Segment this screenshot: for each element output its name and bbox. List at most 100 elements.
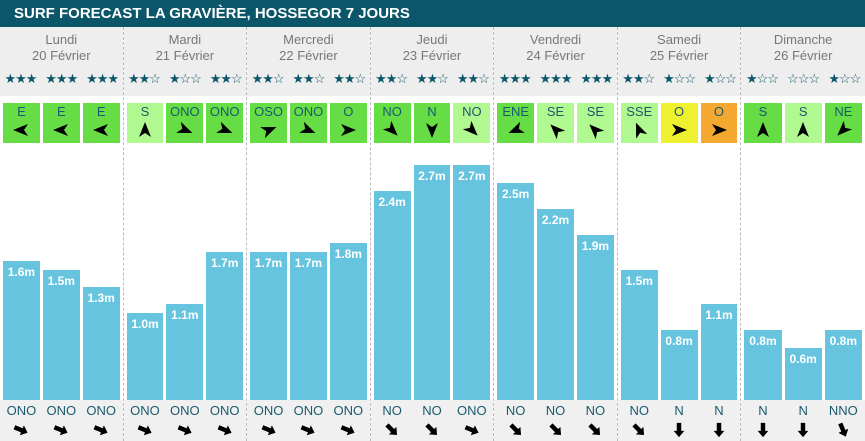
star-rating: ★☆☆ [828, 71, 861, 86]
day-header: Dimanche 26 Février ★☆☆ ☆☆☆ ★☆☆ [741, 27, 865, 96]
wave-height-label: 1.5m [625, 273, 653, 288]
wind-row: ENE SE SE [494, 96, 617, 150]
day-date: 25 Février [649, 48, 709, 63]
wind-arrow-icon [13, 124, 29, 136]
swell-arrow-icon [217, 425, 232, 436]
swell-arrow-icon [588, 423, 601, 436]
swell-cell: NO [577, 400, 614, 441]
star-rating: ★★☆ [415, 71, 449, 86]
wind-arrow-icon [383, 121, 398, 136]
wave-height-label: 2.2m [541, 212, 570, 227]
wind-arrow-icon [797, 122, 810, 137]
wind-cell: SSE [620, 103, 658, 143]
swell-arrow-icon [425, 423, 437, 436]
wind-arrow-icon [711, 124, 727, 136]
swell-cell: ONO [206, 400, 243, 441]
wind-arrow-icon [756, 122, 769, 137]
day-column-dimanche: Dimanche 26 Février ★☆☆ ☆☆☆ ★☆☆ S S NE 0.8m… [741, 27, 865, 441]
swell-arrow-icon [713, 422, 725, 438]
swell-cell: ONO [290, 400, 327, 441]
swell-direction: ONO [333, 403, 364, 418]
wave-height-label: 1.8m [334, 247, 362, 262]
swell-cell: ONO [83, 400, 120, 441]
swell-arrow-icon [464, 425, 479, 436]
wind-cell: ENE [497, 103, 535, 143]
page-title: SURF FORECAST LA GRAVIÈRE, HOSSEGOR 7 JO… [0, 0, 865, 27]
wind-arrow-icon [259, 126, 276, 139]
wave-height-bar: 0.8m [744, 330, 782, 400]
swell-cell: ONO [43, 400, 80, 441]
swell-direction: ONO [253, 403, 284, 418]
swell-row: N N NNO [741, 400, 865, 441]
wind-row: S ONO ONO [123, 96, 247, 150]
swell-arrow-icon [673, 422, 685, 438]
wind-cell: E [42, 103, 80, 143]
wind-cell: SE [576, 103, 614, 143]
swell-cell: NO [621, 400, 658, 441]
wind-arrow-icon [508, 121, 525, 134]
swell-arrow-icon [340, 425, 355, 436]
wave-chart: 1.6m 1.5m 1.3m [0, 150, 123, 400]
wind-cell: E [82, 103, 120, 143]
wave-height-bar: 1.3m [82, 286, 120, 400]
swell-direction: ONO [130, 403, 160, 418]
swell-arrow-icon [548, 423, 561, 436]
wave-height-bar: 1.7m [289, 252, 327, 400]
wave-height-bar: 1.1m [700, 304, 738, 400]
wind-arrow-icon [341, 124, 357, 136]
wave-height-label: 2.7m [458, 169, 486, 184]
wave-height-bar: 2.2m [537, 208, 574, 400]
swell-direction: ONO [209, 403, 240, 418]
day-date: 26 Février [773, 48, 833, 63]
day-name: Dimanche [773, 32, 833, 47]
day-name: Mardi [168, 32, 202, 47]
swell-arrow-icon [177, 425, 192, 436]
wind-row: NO N NO [370, 96, 494, 150]
wave-height-bar: 1.8m [329, 243, 367, 400]
wave-height-label: 2.4m [378, 195, 406, 210]
wind-cell: NO [373, 103, 411, 143]
rating-row: ★★☆ ★☆☆ ★☆☆ [618, 72, 741, 86]
swell-arrow-icon [509, 423, 521, 436]
wind-direction: OSO [254, 104, 283, 119]
wave-height-label: 1.3m [87, 290, 115, 305]
day-header: Lundi 20 Février ★★★ ★★★ ★★★ [0, 27, 123, 96]
swell-arrow-icon [838, 422, 849, 437]
wind-cell: O [329, 103, 367, 143]
wind-direction: O [713, 104, 725, 119]
swell-arrow-icon [261, 425, 276, 436]
swell-direction: ONO [6, 403, 37, 418]
star-rating: ★★★ [539, 71, 573, 86]
wave-height-label: 1.9m [581, 238, 610, 253]
star-rating: ★★☆ [209, 71, 243, 86]
star-rating: ★★☆ [333, 71, 366, 86]
swell-cell: NO [374, 400, 411, 441]
swell-arrow-icon [385, 423, 398, 436]
wave-chart: 1.5m 0.8m 1.1m [617, 150, 741, 400]
swell-row: ONO ONO ONO [247, 400, 370, 441]
swell-cell: ONO [330, 400, 367, 441]
wind-arrow-icon [672, 124, 688, 136]
wave-height-label: 1.0m [131, 317, 159, 331]
wave-height-bar: 1.5m [620, 269, 658, 400]
wind-direction: ONO [170, 104, 200, 119]
wind-cell: E [3, 103, 40, 143]
wave-height-bar: 0.6m [784, 347, 822, 400]
day-name: Vendredi [529, 32, 582, 47]
wind-arrow-icon [176, 121, 193, 134]
wave-chart: 2.5m 2.2m 1.9m [494, 150, 617, 400]
swell-arrow-icon [300, 425, 315, 436]
star-rating: ★☆☆ [703, 71, 737, 86]
star-rating: ★★☆ [622, 71, 655, 86]
wave-height-bar: 1.5m [42, 269, 80, 400]
wave-height-bar: 2.4m [373, 191, 411, 400]
wave-height-label: 2.5m [502, 186, 530, 201]
star-rating: ★☆☆ [745, 71, 779, 86]
day-name: Lundi [45, 32, 78, 47]
star-rating: ★☆☆ [663, 71, 696, 86]
rating-row: ★★★ ★★★ ★★★ [494, 72, 617, 86]
swell-arrow-icon [14, 425, 28, 436]
day-name: Samedi [657, 32, 702, 47]
swell-row: NO NO ONO [370, 400, 494, 441]
star-rating: ★★☆ [128, 71, 161, 86]
